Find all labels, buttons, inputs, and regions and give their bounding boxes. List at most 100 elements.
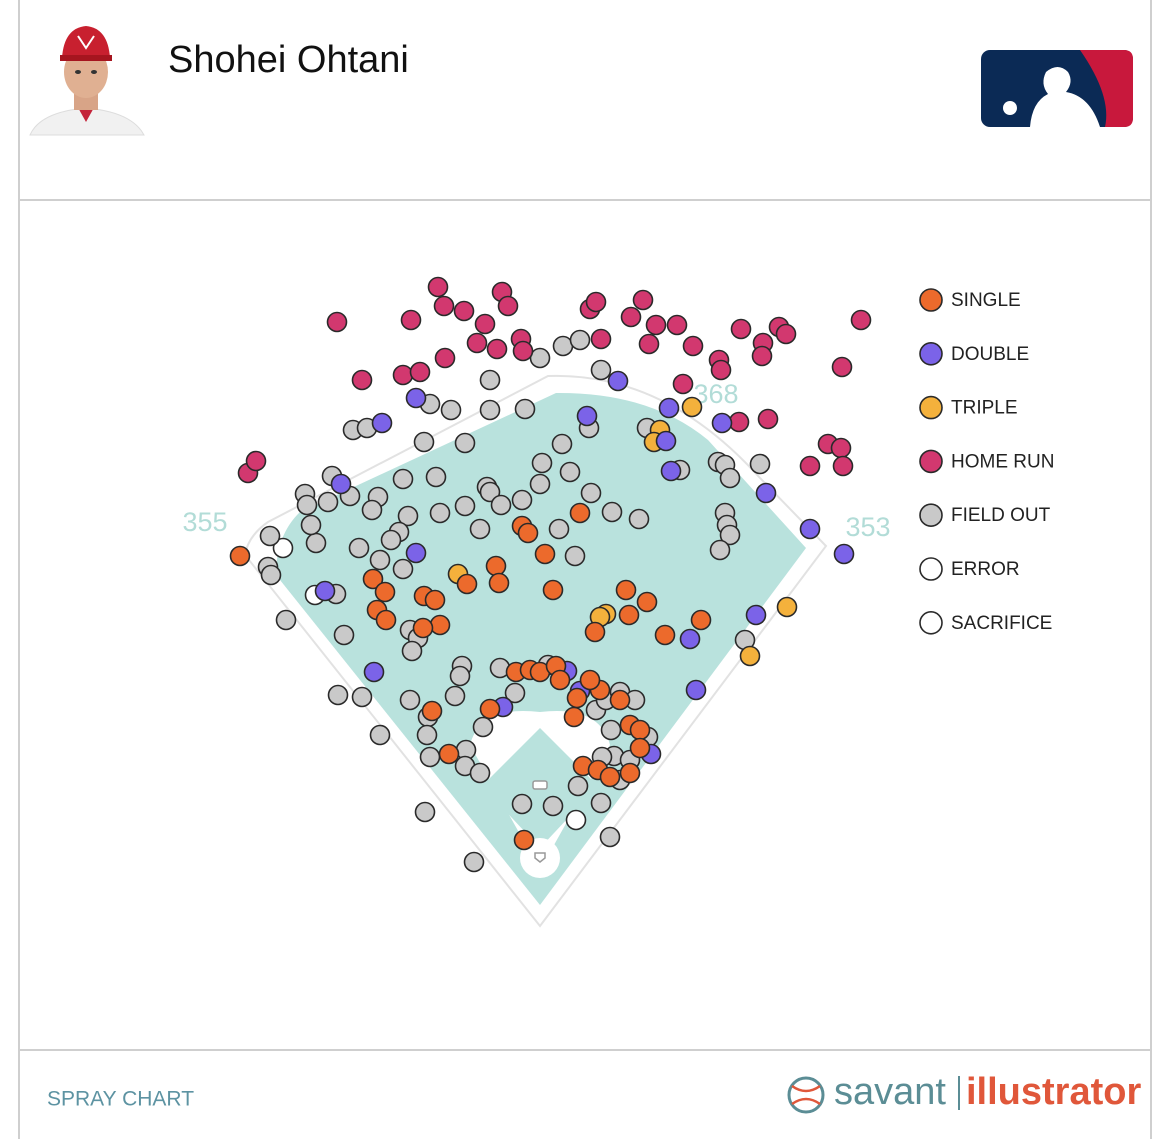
batted-ball bbox=[421, 700, 443, 722]
batted-ball bbox=[330, 473, 352, 495]
batted-ball bbox=[392, 468, 414, 490]
player-photo bbox=[29, 26, 145, 136]
legend-swatch bbox=[919, 288, 943, 312]
batted-ball bbox=[392, 558, 414, 580]
batted-ball bbox=[711, 412, 733, 434]
batted-ball bbox=[529, 347, 551, 369]
batted-ball bbox=[486, 338, 508, 360]
batted-ball bbox=[584, 621, 606, 643]
batted-ball bbox=[710, 359, 732, 381]
batted-ball bbox=[469, 518, 491, 540]
legend-swatch bbox=[919, 557, 943, 581]
batted-ball bbox=[576, 405, 598, 427]
legend-label: FIELD OUT bbox=[951, 505, 1051, 526]
batted-ball bbox=[327, 684, 349, 706]
batted-ball bbox=[628, 508, 650, 530]
batted-ball bbox=[567, 775, 589, 797]
batted-ball bbox=[719, 524, 741, 546]
batted-ball bbox=[563, 706, 585, 728]
chart-label: SPRAY CHART bbox=[47, 1088, 194, 1111]
batted-ball bbox=[429, 614, 451, 636]
batted-ball bbox=[434, 347, 456, 369]
batted-ball bbox=[444, 685, 466, 707]
batted-ball bbox=[300, 514, 322, 536]
batted-ball bbox=[351, 369, 373, 391]
batted-ball bbox=[542, 795, 564, 817]
batted-ball bbox=[497, 295, 519, 317]
batted-ball bbox=[351, 686, 373, 708]
legend-label: TRIPLE bbox=[951, 398, 1018, 419]
batted-ball bbox=[400, 309, 422, 331]
batted-ball bbox=[485, 555, 507, 577]
legend-label: ERROR bbox=[951, 559, 1020, 580]
legend-label: SACRIFICE bbox=[951, 613, 1052, 634]
batted-ball bbox=[479, 481, 501, 503]
batted-ball bbox=[326, 311, 348, 333]
batted-ball bbox=[569, 502, 591, 524]
batted-ball bbox=[833, 543, 855, 565]
batted-ball bbox=[456, 573, 478, 595]
batted-ball bbox=[363, 661, 385, 683]
batted-ball bbox=[454, 495, 476, 517]
batted-ball bbox=[412, 617, 434, 639]
batted-ball bbox=[479, 399, 501, 421]
batted-ball bbox=[548, 518, 570, 540]
batted-ball bbox=[590, 328, 612, 350]
batted-ball bbox=[799, 455, 821, 477]
legend-swatch bbox=[919, 341, 943, 366]
legend-swatch bbox=[919, 395, 943, 420]
batted-ball bbox=[466, 332, 488, 354]
batted-ball bbox=[542, 579, 564, 601]
batted-ball bbox=[629, 737, 651, 759]
batted-ball bbox=[751, 345, 773, 367]
batted-ball bbox=[333, 624, 355, 646]
batted-ball bbox=[427, 276, 449, 298]
batted-ball bbox=[599, 826, 621, 848]
batted-ball bbox=[690, 609, 712, 631]
batted-ball bbox=[229, 545, 251, 567]
batted-ball bbox=[618, 604, 640, 626]
batted-ball bbox=[314, 580, 336, 602]
player-name: Shohei Ohtani bbox=[168, 39, 409, 81]
batted-ball bbox=[730, 318, 752, 340]
batted-ball bbox=[579, 669, 601, 691]
batted-ball bbox=[438, 743, 460, 765]
batted-ball bbox=[609, 689, 631, 711]
batted-ball bbox=[512, 340, 534, 362]
batted-ball bbox=[645, 314, 667, 336]
batted-ball bbox=[419, 746, 441, 768]
batted-ball bbox=[433, 295, 455, 317]
batted-ball bbox=[709, 539, 731, 561]
batted-ball bbox=[654, 624, 676, 646]
batted-ball bbox=[655, 430, 677, 452]
batted-ball bbox=[569, 329, 591, 351]
batted-ball bbox=[757, 408, 779, 430]
legend-swatch bbox=[919, 449, 943, 474]
batted-ball bbox=[413, 431, 435, 453]
batted-ball bbox=[681, 396, 703, 418]
batted-ball bbox=[552, 335, 574, 357]
batted-ball bbox=[405, 387, 427, 409]
legend: SINGLE DOUBLE TRIPLE HOME RUN FIELD OUT ERROR… bbox=[919, 288, 1054, 635]
batted-ball bbox=[619, 762, 641, 784]
legend-swatch bbox=[919, 610, 943, 635]
batted-ball bbox=[401, 640, 423, 662]
batted-ball bbox=[375, 609, 397, 631]
batted-ball bbox=[559, 461, 581, 483]
batted-ball bbox=[272, 537, 294, 559]
batted-ball bbox=[362, 568, 384, 590]
wall-distance: 353 bbox=[845, 512, 890, 542]
batted-ball bbox=[259, 525, 281, 547]
batted-ball bbox=[479, 698, 501, 720]
batted-ball bbox=[275, 609, 297, 631]
batted-ball bbox=[531, 452, 553, 474]
batted-ball bbox=[425, 466, 447, 488]
batted-ball bbox=[440, 399, 462, 421]
batted-ball bbox=[511, 793, 533, 815]
batted-ball bbox=[775, 323, 797, 345]
batted-ball bbox=[405, 542, 427, 564]
batted-ball bbox=[850, 309, 872, 331]
batted-ball bbox=[745, 604, 767, 626]
batted-ball bbox=[380, 529, 402, 551]
batted-ball bbox=[666, 314, 688, 336]
